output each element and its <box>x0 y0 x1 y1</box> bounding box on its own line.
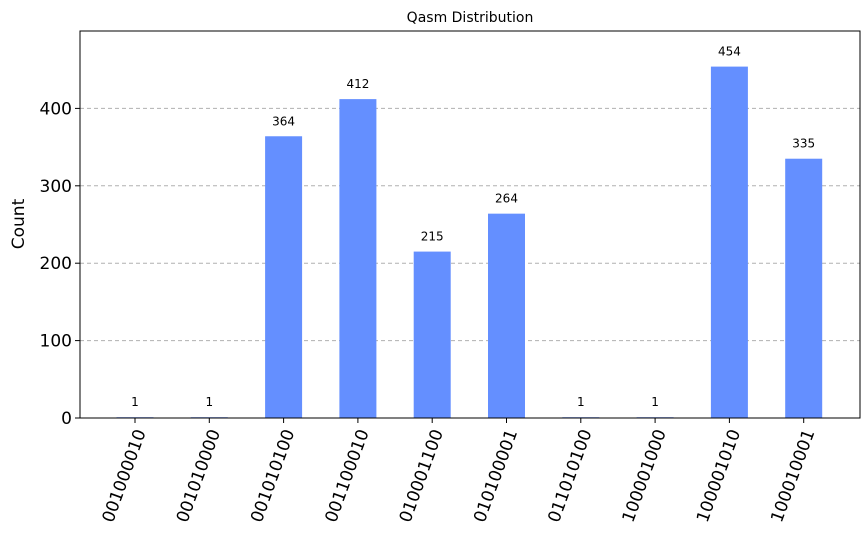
chart-title: Qasm Distribution <box>407 10 534 26</box>
bar-100010001 <box>785 158 823 418</box>
y-axis-label: Count <box>9 198 29 249</box>
data-label-001100010: 412 <box>346 77 369 91</box>
data-label-010100001: 264 <box>495 192 518 206</box>
x-tick-label-010001100: 010001100 <box>396 427 448 525</box>
y-axis: 0 100 200 300 400 <box>40 99 80 429</box>
x-tick-label-010100001: 010100001 <box>470 427 522 525</box>
y-tick-label: 0 <box>61 409 72 429</box>
data-label-100010001: 335 <box>792 137 815 151</box>
plot-frame <box>79 30 861 419</box>
bars <box>116 66 823 418</box>
x-tick-label-100001010: 100001010 <box>693 427 745 525</box>
data-label-001010100: 364 <box>272 114 295 128</box>
x-tick-label-001010100: 001010100 <box>247 427 299 525</box>
bar-001100010 <box>339 99 377 418</box>
data-label-010001100: 215 <box>421 230 444 244</box>
y-tick-label: 100 <box>40 332 72 352</box>
data-label-100001000: 1 <box>651 395 659 409</box>
bar-001010100 <box>265 136 303 418</box>
x-axis: 001000010 001010000 001010100 001100010 0100… <box>99 418 819 525</box>
x-tick-label-001010000: 001010000 <box>173 427 225 525</box>
data-label-100001010: 454 <box>718 45 741 59</box>
bar-010001100 <box>413 251 451 418</box>
x-tick-label-011010100: 011010100 <box>544 427 596 525</box>
bar-010100001 <box>488 213 525 418</box>
data-label-001010000: 1 <box>205 395 213 409</box>
grid-lines <box>80 107 860 342</box>
x-tick-label-001000010: 001000010 <box>99 427 151 525</box>
bar-100001010 <box>710 66 748 418</box>
y-tick-label: 200 <box>40 254 72 274</box>
x-tick-label-001100010: 001100010 <box>322 427 374 525</box>
y-tick-label: 400 <box>40 99 72 119</box>
data-label-011010100: 1 <box>577 395 585 409</box>
data-labels: 1 1 364 412 215 264 1 1 454 335 <box>131 45 815 410</box>
y-tick-label: 300 <box>40 177 72 197</box>
data-label-001000010: 1 <box>131 395 139 409</box>
x-tick-label-100010001: 100010001 <box>767 427 819 525</box>
x-tick-label-100001000: 100001000 <box>619 427 671 525</box>
